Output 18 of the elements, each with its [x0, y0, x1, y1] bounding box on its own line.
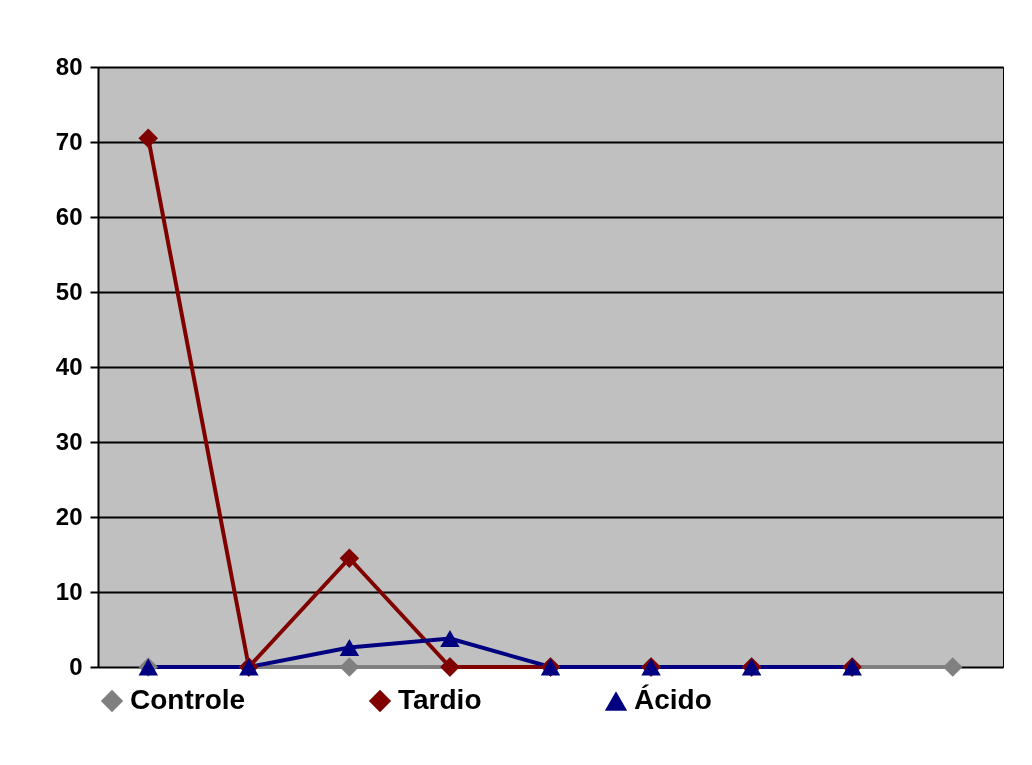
y-tick-label: 20	[55, 502, 83, 530]
point	[138, 128, 159, 148]
legend-label: Ácido	[634, 684, 712, 715]
y-tick-label: 60	[55, 202, 83, 230]
point	[440, 630, 460, 647]
point	[942, 657, 963, 677]
y-tick-label: 10	[55, 577, 83, 605]
y-tick-label: 0	[69, 652, 83, 680]
point	[339, 639, 360, 656]
legend-label: Tardio	[398, 684, 482, 715]
y-tick-label: 50	[55, 277, 83, 305]
legend-label: Controle	[130, 684, 246, 715]
y-tick-label: 70	[55, 127, 83, 155]
y-tick-label: 80	[55, 52, 83, 80]
point	[339, 548, 360, 568]
y-tick-label: 40	[55, 352, 83, 380]
point	[339, 657, 360, 677]
y-tick-label: 30	[55, 427, 83, 455]
